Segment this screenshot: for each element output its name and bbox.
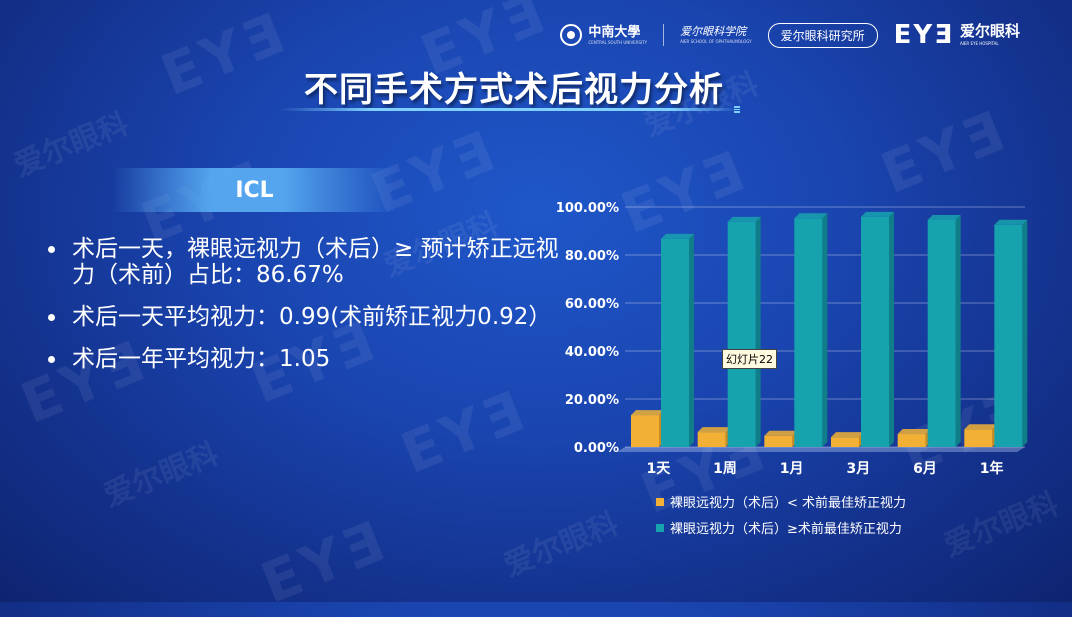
legend-item: 裸眼远视力（术后）≥术前最佳矫正视力 — [656, 518, 906, 537]
bar-top — [764, 430, 798, 436]
legend-swatch — [656, 497, 664, 506]
x-tick-label: 1天 — [646, 461, 671, 477]
bar — [831, 437, 859, 447]
watermark-mark: EYƎ — [252, 508, 397, 617]
x-tick-label: 3月 — [846, 461, 870, 477]
watermark-text: 爱尔眼科 — [499, 506, 624, 584]
y-tick-label: 20.00% — [565, 393, 619, 408]
title-underline — [280, 108, 740, 111]
aier-eye-logo: EYƎ 爱尔眼科 AIER EYE HOSPITAL — [894, 20, 1020, 50]
x-tick-label: 1周 — [713, 461, 737, 477]
bar-side — [889, 211, 894, 447]
x-tick-label: 6月 — [913, 461, 937, 477]
x-tick-label: 1月 — [780, 461, 804, 477]
bar-top — [794, 213, 828, 219]
legend-item: 裸眼远视力（术后）< 术前最佳矫正视力 — [656, 492, 906, 511]
bullet-list: 术后一天，裸眼远视力（术后）≥ 预计矫正远视力（术前）占比：86.67% 术后一… — [44, 236, 564, 388]
bar — [794, 218, 823, 447]
bar-top — [631, 410, 664, 416]
legend-swatch — [656, 523, 664, 532]
bar-top — [897, 429, 931, 435]
bar-top — [861, 211, 894, 217]
title-underline-marks — [734, 106, 740, 113]
bar-side — [822, 213, 828, 447]
bar — [927, 219, 956, 447]
chart-legend: 裸眼远视力（术后）< 术前最佳矫正视力 裸眼远视力（术后）≥术前最佳矫正视力 — [656, 492, 906, 544]
watermark-mark: EYƎ — [392, 378, 537, 487]
bar — [727, 221, 756, 447]
bullet-item: 术后一天平均视力：0.99(术前矫正视力0.92） — [44, 304, 564, 330]
bar — [994, 224, 1023, 447]
bar — [697, 432, 726, 447]
bar-top — [964, 424, 998, 430]
bar-side — [755, 216, 761, 447]
x-tick-label: 1年 — [980, 460, 1004, 477]
bar — [661, 238, 689, 447]
bar-side — [689, 233, 694, 447]
bar — [897, 434, 926, 447]
aier-school-logo: 爱尔眼科学院 AIER SCHOOL OF OPHTHALMOLOGY — [680, 26, 752, 44]
y-tick-label: 100.00% — [556, 201, 619, 216]
bar-top — [927, 214, 961, 220]
header-logos: 中南大學 CENTRAL SOUTH UNIVERSITY 爱尔眼科学院 AIE… — [560, 20, 1020, 50]
bar-side — [955, 214, 961, 447]
bar-top — [831, 432, 864, 438]
bar-top — [994, 219, 1028, 225]
bar-top — [661, 233, 694, 239]
y-tick-label: 40.00% — [565, 345, 619, 360]
bar-top — [727, 216, 761, 222]
logo-divider — [663, 24, 665, 46]
csu-seal-icon — [560, 24, 583, 46]
institute-badge: 爱尔眼科研究所 — [767, 22, 878, 48]
watermark-mark: EYƎ — [872, 98, 1017, 207]
section-banner: ICL — [112, 168, 397, 212]
university-name: 中南大學 — [588, 24, 641, 40]
school-name-en: AIER SCHOOL OF OPHTHALMOLOGY — [680, 39, 752, 44]
watermark-text: 爱尔眼科 — [99, 436, 224, 514]
bar-top — [697, 427, 731, 433]
y-tick-label: 60.00% — [565, 297, 619, 312]
bar — [764, 435, 793, 447]
school-name: 爱尔眼科学院 — [680, 25, 747, 38]
hospital-name: 爱尔眼科 — [959, 22, 1020, 40]
hospital-name-en: AIER EYE HOSPITAL — [959, 41, 999, 46]
eye-logo-icon: EYƎ — [893, 20, 954, 50]
page-title: 不同手术方式术后视力分析 — [304, 70, 724, 110]
y-tick-label: 0.00% — [574, 441, 619, 456]
bar-chart: 0.00% 20.00% 40.00% 60.00% 80.00% 100.00% 1天 1周… — [556, 201, 1028, 477]
bar — [964, 429, 993, 447]
university-name-en: CENTRAL SOUTH UNIVERSITY — [588, 39, 648, 45]
legend-label: 裸眼远视力（术后）< 术前最佳矫正视力 — [670, 496, 907, 511]
bar — [631, 415, 659, 447]
csu-logo: 中南大學 CENTRAL SOUTH UNIVERSITY — [560, 24, 647, 46]
legend-label: 裸眼远视力（术后）≥术前最佳矫正视力 — [670, 522, 902, 537]
bar — [861, 216, 889, 447]
y-tick-label: 80.00% — [565, 249, 619, 264]
bar-side — [1022, 219, 1028, 447]
bullet-item: 术后一天，裸眼远视力（术后）≥ 预计矫正远视力（术前）占比：86.67% — [44, 236, 564, 288]
bullet-item: 术后一年平均视力：1.05 — [44, 346, 564, 372]
slide-tag: 幻灯片22 — [722, 349, 777, 369]
watermark-text: 爱尔眼科 — [939, 486, 1064, 564]
chart-floor — [617, 447, 1025, 452]
section-label: ICL — [235, 177, 274, 203]
